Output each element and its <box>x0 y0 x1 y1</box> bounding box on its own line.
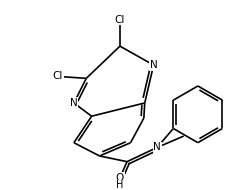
Text: O: O <box>116 173 124 183</box>
Text: Cl: Cl <box>53 71 63 82</box>
Text: Cl: Cl <box>115 15 125 25</box>
Text: N: N <box>150 60 158 70</box>
Text: N: N <box>153 142 161 152</box>
Text: N: N <box>70 98 78 108</box>
Text: H: H <box>116 180 124 190</box>
